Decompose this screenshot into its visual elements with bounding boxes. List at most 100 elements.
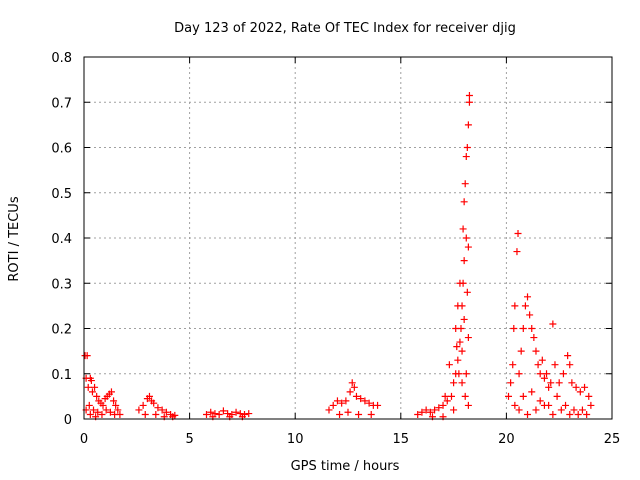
data-point-marker	[450, 406, 458, 414]
data-point-marker	[456, 279, 464, 287]
data-point-marker	[549, 410, 557, 418]
y-tick-label: 0.4	[51, 232, 72, 247]
data-point-marker	[338, 399, 346, 407]
data-point-marker	[521, 302, 529, 310]
y-tick-label: 0.7	[51, 96, 72, 111]
data-point-marker	[454, 356, 462, 364]
data-point-marker	[441, 392, 449, 400]
data-point-marker	[86, 410, 94, 418]
data-point-marker	[511, 302, 519, 310]
data-point-marker	[547, 379, 555, 387]
data-point-marker	[568, 379, 576, 387]
data-point-marker	[435, 404, 443, 412]
data-point-marker	[139, 401, 147, 409]
data-point-marker	[329, 401, 337, 409]
data-point-marker	[576, 388, 584, 396]
data-point-marker	[507, 379, 515, 387]
data-point-marker	[464, 243, 472, 251]
data-point-marker	[524, 410, 532, 418]
data-point-marker	[336, 410, 344, 418]
data-point-marker	[463, 144, 471, 151]
data-point-marker	[526, 311, 534, 319]
data-point-marker	[572, 383, 580, 391]
data-point-marker	[445, 361, 453, 369]
data-point-marker	[545, 383, 553, 391]
data-point-marker	[549, 320, 557, 328]
data-point-marker	[158, 406, 166, 414]
x-axis-label: GPS time / hours	[291, 459, 400, 474]
data-point-marker	[464, 334, 472, 342]
data-point-marker	[553, 392, 561, 400]
data-point-marker	[110, 397, 118, 405]
data-point-marker	[418, 408, 426, 416]
data-point-marker	[455, 370, 463, 378]
data-point-marker	[581, 383, 589, 391]
data-point-marker	[464, 401, 472, 409]
data-point-marker	[352, 392, 360, 400]
data-point-marker	[215, 410, 223, 418]
data-point-marker	[462, 153, 470, 161]
data-point-marker	[94, 408, 102, 416]
data-point-marker	[150, 399, 158, 407]
data-point-marker	[414, 410, 422, 418]
data-point-marker	[515, 406, 523, 414]
data-point-marker	[540, 374, 548, 382]
data-point-marker	[460, 315, 468, 323]
data-point-marker	[510, 325, 518, 332]
data-point-marker	[517, 347, 525, 355]
data-point-marker	[574, 410, 582, 418]
y-tick-label: 0.3	[51, 277, 72, 292]
data-point-marker	[514, 229, 522, 237]
data-point-marker	[422, 406, 430, 414]
tick-labels: 0 5 10 15 20 25 0 0.1 0.2 0.3 0.4 0.5 0.6 0.7 0.8	[51, 51, 620, 447]
data-point-marker	[154, 404, 162, 412]
data-point-marker	[583, 410, 591, 418]
data-point-marker	[536, 370, 544, 378]
data-point-marker	[102, 406, 110, 414]
data-point-marker	[460, 198, 468, 206]
data-point-marker	[107, 388, 115, 396]
data-point-marker	[145, 392, 153, 400]
plot-border	[83, 56, 613, 420]
data-point-marker	[540, 401, 548, 409]
x-tick-label: 5	[185, 432, 193, 447]
data-point-marker	[452, 325, 460, 332]
data-point-marker	[367, 410, 375, 418]
data-point-marker	[555, 379, 563, 387]
data-point-marker	[461, 392, 469, 400]
y-axis-label: ROTI / TECUs	[7, 196, 22, 281]
data-point-marker	[532, 406, 540, 414]
data-point-marker	[454, 302, 462, 310]
data-point-marker	[85, 401, 93, 409]
data-point-marker	[528, 325, 536, 332]
y-tick-label: 0.8	[51, 51, 72, 66]
x-tick-label: 0	[80, 432, 88, 447]
data-point-marker	[111, 410, 119, 418]
data-point-marker	[447, 392, 455, 400]
data-point-marker	[106, 408, 114, 416]
data-point-marker	[543, 370, 551, 378]
y-tick-label: 0	[64, 413, 72, 428]
data-point-marker	[532, 347, 540, 355]
data-point-marker	[325, 406, 333, 414]
data-point-marker	[431, 406, 439, 414]
data-point-marker	[570, 406, 578, 414]
data-point-marker	[98, 410, 106, 418]
x-tick-label: 15	[393, 432, 410, 447]
data-point-marker	[515, 370, 523, 378]
data-point-marker	[461, 180, 469, 188]
data-point-marker	[361, 397, 369, 405]
data-points	[81, 91, 595, 421]
data-point-marker	[162, 408, 170, 416]
axis-ticks	[83, 56, 613, 420]
grid-lines	[84, 57, 612, 419]
x-tick-label: 10	[287, 432, 304, 447]
data-point-marker	[114, 406, 122, 414]
data-point-marker	[464, 121, 472, 129]
data-point-marker	[538, 356, 546, 364]
data-point-marker	[83, 352, 91, 360]
data-point-marker	[509, 361, 517, 369]
data-point-marker	[505, 392, 513, 400]
data-point-marker	[141, 410, 149, 418]
